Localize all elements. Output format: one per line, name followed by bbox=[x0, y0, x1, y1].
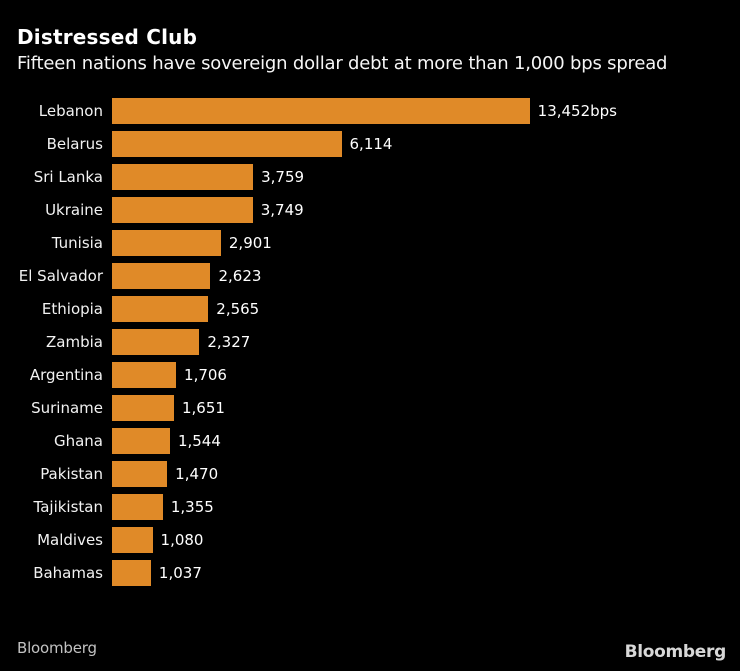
bloomberg-logo: Bloomberg bbox=[624, 642, 727, 662]
bar-track: 13,452bps bbox=[112, 98, 617, 124]
bar-value: 1,080 bbox=[160, 531, 204, 549]
bar-label: Tajikistan bbox=[33, 498, 103, 516]
bar-label: Ghana bbox=[53, 432, 103, 450]
chart-row: Maldives 1,080 bbox=[0, 527, 740, 553]
bar bbox=[112, 461, 168, 487]
bar-value: 2,623 bbox=[218, 267, 262, 285]
page-title: Distressed Club bbox=[17, 25, 198, 49]
bar-value: 1,706 bbox=[184, 366, 227, 384]
bar-label: Bahamas bbox=[33, 564, 103, 582]
bar-label: Maldives bbox=[37, 531, 103, 549]
bar-track: 1,470 bbox=[112, 461, 617, 487]
bar bbox=[112, 527, 153, 553]
chart-row: Tunisia 2,901 bbox=[0, 230, 740, 256]
chart-row: Sri Lanka 3,759 bbox=[0, 164, 740, 190]
chart-row: Ethiopia 2,565 bbox=[0, 296, 740, 322]
bar-label: Pakistan bbox=[40, 465, 103, 483]
bar-label: Sri Lanka bbox=[33, 168, 103, 186]
bar-value: 2,901 bbox=[228, 234, 272, 252]
source-label: Bloomberg bbox=[17, 639, 97, 657]
bar-track: 6,114 bbox=[112, 131, 617, 157]
bar-value: 1,470 bbox=[175, 465, 219, 483]
chart-row: Lebanon 13,452bps bbox=[0, 98, 740, 124]
chart-row: Bahamas 1,037 bbox=[0, 560, 740, 586]
bar-value: 3,759 bbox=[261, 168, 305, 186]
bar bbox=[112, 164, 254, 190]
bar-track: 2,565 bbox=[112, 296, 617, 322]
bar-track: 1,544 bbox=[112, 428, 617, 454]
bar bbox=[112, 197, 253, 223]
bar-track: 1,706 bbox=[112, 362, 617, 388]
bar-chart: Lebanon 13,452bps Belarus 6,114 Sri Lank… bbox=[0, 98, 740, 586]
chart-row: Ukraine 3,749 bbox=[0, 197, 740, 223]
chart-row: Ghana 1,544 bbox=[0, 428, 740, 454]
bar-value: 13,452bps bbox=[537, 102, 617, 120]
chart-row: Zambia 2,327 bbox=[0, 329, 740, 355]
bar-track: 1,651 bbox=[112, 395, 617, 421]
bar-track: 3,749 bbox=[112, 197, 617, 223]
bar-track: 1,355 bbox=[112, 494, 617, 520]
page-subtitle: Fifteen nations have sovereign dollar de… bbox=[17, 53, 668, 74]
bar-track: 2,623 bbox=[112, 263, 617, 289]
bar bbox=[112, 296, 209, 322]
bar-track: 3,759 bbox=[112, 164, 617, 190]
bar-label: Ukraine bbox=[45, 201, 103, 219]
bar-value: 1,037 bbox=[158, 564, 202, 582]
bar bbox=[112, 329, 200, 355]
chart-row: Suriname 1,651 bbox=[0, 395, 740, 421]
chart-row: Argentina 1,706 bbox=[0, 362, 740, 388]
bar-label: Suriname bbox=[31, 399, 103, 417]
bar-value: 1,651 bbox=[181, 399, 225, 417]
bar bbox=[112, 263, 211, 289]
bar bbox=[112, 428, 170, 454]
bar-value: 1,355 bbox=[170, 498, 214, 516]
bar-track: 1,037 bbox=[112, 560, 617, 586]
bar-track: 2,327 bbox=[112, 329, 617, 355]
bar-track: 2,901 bbox=[112, 230, 617, 256]
chart-header: Distressed Club Fifteen nations have sov… bbox=[0, 0, 740, 75]
chart-row: Belarus 6,114 bbox=[0, 131, 740, 157]
bar-value: 2,565 bbox=[216, 300, 260, 318]
bar-label: Argentina bbox=[29, 366, 103, 384]
chart-row: El Salvador 2,623 bbox=[0, 263, 740, 289]
chart-row: Tajikistan 1,355 bbox=[0, 494, 740, 520]
bar-label: Tunisia bbox=[51, 234, 103, 252]
chart-row: Pakistan 1,470 bbox=[0, 461, 740, 487]
bar bbox=[112, 98, 530, 124]
bar-track: 1,080 bbox=[112, 527, 617, 553]
bar bbox=[112, 230, 221, 256]
bar-value: 1,544 bbox=[177, 432, 221, 450]
bar bbox=[112, 494, 163, 520]
bar-value: 6,114 bbox=[349, 135, 393, 153]
bar-value: 3,749 bbox=[260, 201, 304, 219]
bar bbox=[112, 362, 177, 388]
bar-label: Lebanon bbox=[38, 102, 103, 120]
bar-label: Belarus bbox=[46, 135, 103, 153]
bar bbox=[112, 131, 342, 157]
bar-label: Ethiopia bbox=[41, 300, 103, 318]
bar-label: El Salvador bbox=[18, 267, 103, 285]
bar-label: Zambia bbox=[46, 333, 103, 351]
bar bbox=[112, 560, 151, 586]
bar bbox=[112, 395, 174, 421]
bar-value: 2,327 bbox=[207, 333, 251, 351]
